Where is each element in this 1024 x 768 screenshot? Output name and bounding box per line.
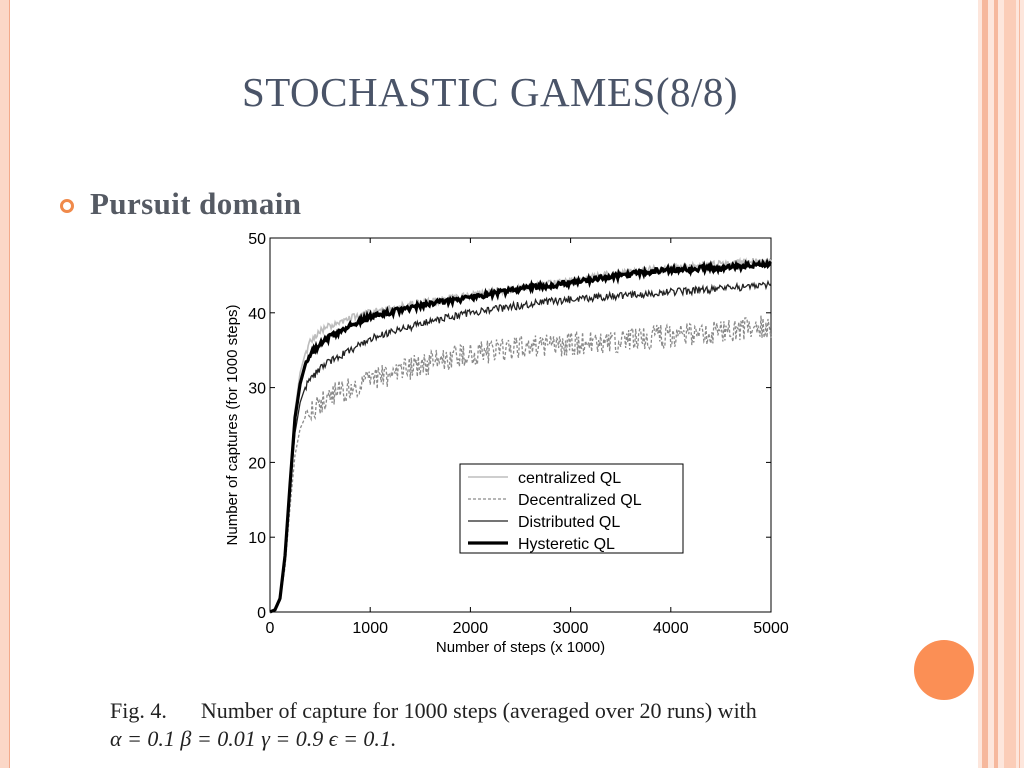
x-tick-label: 3000 [553, 620, 589, 637]
y-tick-label: 30 [248, 381, 266, 398]
legend-label: centralized QL [518, 470, 621, 487]
bullet-text: Pursuit domain [90, 186, 302, 221]
bullet-circle-icon [60, 199, 74, 213]
caption-label: Fig. 4. [110, 698, 167, 723]
line-chart: 0 1000 2000 3000 4000 5000 0 10 20 30 40 50 Number o… [224, 231, 789, 656]
series-line [269, 257, 772, 614]
y-axis-label: Number of captures (for 1000 steps) [224, 305, 241, 546]
decorative-orange-dot [914, 640, 974, 700]
plot-area-frame [269, 237, 772, 613]
legend-label: Distributed QL [518, 514, 620, 531]
x-axis-label: Number of steps (x 1000) [436, 639, 605, 656]
y-tick-label: 40 [248, 306, 266, 323]
x-tick-label: 2000 [453, 620, 489, 637]
legend-box [459, 463, 684, 554]
y-tick-label: 50 [248, 231, 266, 248]
bullet-item: Pursuit domain [60, 186, 301, 222]
x-tick-label: 5000 [753, 620, 789, 637]
legend-label: Hysteretic QL [518, 536, 615, 553]
caption-params: α = 0.1 β = 0.01 γ = 0.9 ϵ = 0.1. [110, 726, 397, 751]
series-line [269, 279, 772, 613]
figure-caption: Fig. 4. Number of capture for 1000 steps … [110, 697, 930, 753]
x-tick-label: 0 [266, 620, 275, 637]
x-tick-label: 4000 [653, 620, 689, 637]
series-line [269, 315, 772, 613]
x-tick-label: 1000 [352, 620, 388, 637]
legend-label: Decentralized QL [518, 492, 642, 509]
y-tick-label: 10 [248, 530, 266, 547]
y-tick-label: 0 [257, 605, 266, 622]
y-tick-label: 20 [248, 455, 266, 472]
caption-text: Number of capture for 1000 steps (averag… [200, 698, 757, 723]
slide-title: STOCHASTIC GAMES(8/8) [241, 69, 739, 115]
